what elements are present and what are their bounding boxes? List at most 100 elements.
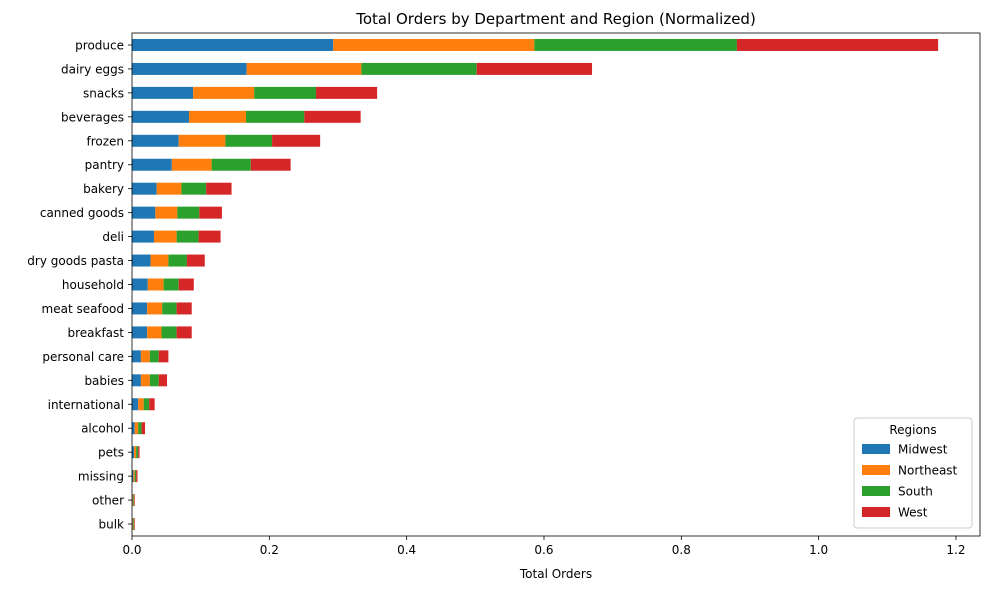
bar-south-meat-seafood [162, 302, 177, 315]
legend: Regions Midwest Northeast South West [853, 417, 973, 529]
bar-west-produce [736, 38, 939, 51]
bar-south-bakery [181, 182, 207, 195]
bar-west-dairy-eggs [476, 62, 593, 75]
bar-south-snacks [254, 86, 317, 99]
y-tick-label: dry goods pasta [27, 254, 124, 268]
y-tick-label: personal care [42, 350, 124, 364]
bar-midwest-snacks [132, 86, 194, 99]
bar-midwest-beverages [132, 110, 189, 123]
bar-northeast-canned-goods [155, 206, 178, 219]
bar-northeast-babies [140, 374, 150, 387]
x-tick-label: 1.0 [809, 543, 828, 557]
y-tick-label: snacks [83, 86, 124, 100]
bar-west-frozen [272, 134, 321, 147]
bar-midwest-meat-seafood [132, 302, 148, 315]
bar-northeast-alcohol [134, 422, 139, 435]
x-tick-label: 1.2 [946, 543, 965, 557]
y-tick-label: household [62, 278, 124, 292]
bar-south-pantry [211, 158, 251, 171]
bar-west-other [134, 494, 135, 507]
bar-west-snacks [316, 86, 378, 99]
bar-south-frozen [225, 134, 273, 147]
y-tick-label: international [48, 398, 124, 412]
bar-midwest-bakery [132, 182, 157, 195]
legend-swatch-northeast [862, 465, 890, 475]
bar-south-deli [176, 230, 199, 243]
y-tick-label: bulk [98, 518, 124, 532]
bar-south-pets [136, 446, 139, 459]
y-tick-label: produce [75, 38, 124, 52]
bar-south-beverages [245, 110, 305, 123]
bar-midwest-breakfast [132, 326, 148, 339]
bar-south-produce [534, 38, 737, 51]
legend-label-northeast: Northeast [898, 464, 958, 478]
x-tick-label: 0.4 [397, 543, 416, 557]
bar-northeast-household [147, 278, 164, 291]
bar-west-bulk [134, 518, 135, 531]
bar-northeast-meat-seafood [147, 302, 163, 315]
bar-south-international [143, 398, 150, 411]
bar-northeast-breakfast [147, 326, 162, 339]
bar-south-breakfast [161, 326, 177, 339]
y-tick-label: meat seafood [42, 302, 124, 316]
legend-title: Regions [889, 423, 936, 437]
bar-west-pets [138, 446, 140, 459]
x-tick-label: 0.6 [534, 543, 553, 557]
bar-south-personal-care [149, 350, 159, 363]
bar-northeast-dairy-eggs [246, 62, 362, 75]
y-tick-label: frozen [86, 134, 124, 148]
legend-label-south: South [898, 485, 933, 499]
y-tick-label: alcohol [81, 422, 124, 436]
bar-northeast-missing [133, 470, 135, 483]
bar-south-babies [149, 374, 159, 387]
bar-south-household [163, 278, 179, 291]
legend-label-west: West [898, 506, 928, 520]
bar-west-babies [158, 374, 168, 387]
bar-northeast-international [138, 398, 144, 411]
bar-south-other [133, 494, 135, 507]
axes-group: produce dairy eggs snacks beverages frozen pa… [27, 32, 981, 557]
bar-west-canned-goods [199, 206, 222, 219]
bar-midwest-dairy-eggs [132, 62, 247, 75]
bar-midwest-pets [132, 446, 135, 459]
bar-west-deli [198, 230, 221, 243]
y-tick-label: beverages [61, 110, 124, 124]
bar-northeast-pantry [171, 158, 212, 171]
bar-west-beverages [304, 110, 361, 123]
bar-south-bulk [133, 518, 135, 531]
bar-northeast-personal-care [140, 350, 150, 363]
bar-south-canned-goods [177, 206, 200, 219]
bar-midwest-personal-care [132, 350, 141, 363]
bar-northeast-frozen [178, 134, 226, 147]
bar-northeast-other [132, 494, 134, 507]
bar-northeast-bakery [156, 182, 182, 195]
y-tick-label: pets [98, 446, 124, 460]
bar-west-bakery [206, 182, 232, 195]
y-tick-label: canned goods [40, 206, 124, 220]
bar-west-breakfast [176, 326, 192, 339]
bar-northeast-deli [153, 230, 177, 243]
plot-frame [131, 32, 981, 537]
bar-south-missing [134, 470, 137, 483]
legend-swatch-south [862, 486, 890, 496]
bar-northeast-beverages [188, 110, 246, 123]
y-tick-label: bakery [83, 182, 124, 196]
bar-northeast-produce [333, 38, 535, 51]
bar-northeast-dry-goods-pasta [150, 254, 169, 267]
bar-midwest-babies [132, 374, 141, 387]
bar-northeast-bulk [132, 518, 134, 531]
bar-west-alcohol [141, 422, 146, 435]
bar-midwest-dry-goods-pasta [132, 254, 151, 267]
y-tick-label: missing [78, 470, 124, 484]
y-tick-label: breakfast [67, 326, 124, 340]
bar-south-alcohol [138, 422, 142, 435]
bar-midwest-international [132, 398, 139, 411]
bar-west-dry-goods-pasta [186, 254, 205, 267]
bar-midwest-deli [132, 230, 154, 243]
bar-south-dairy-eggs [361, 62, 477, 75]
legend-label-midwest: Midwest [898, 443, 948, 457]
bar-midwest-pantry [132, 158, 172, 171]
bar-midwest-alcohol [132, 422, 135, 435]
y-tick-label: dairy eggs [61, 62, 124, 76]
bars-group [132, 38, 939, 531]
